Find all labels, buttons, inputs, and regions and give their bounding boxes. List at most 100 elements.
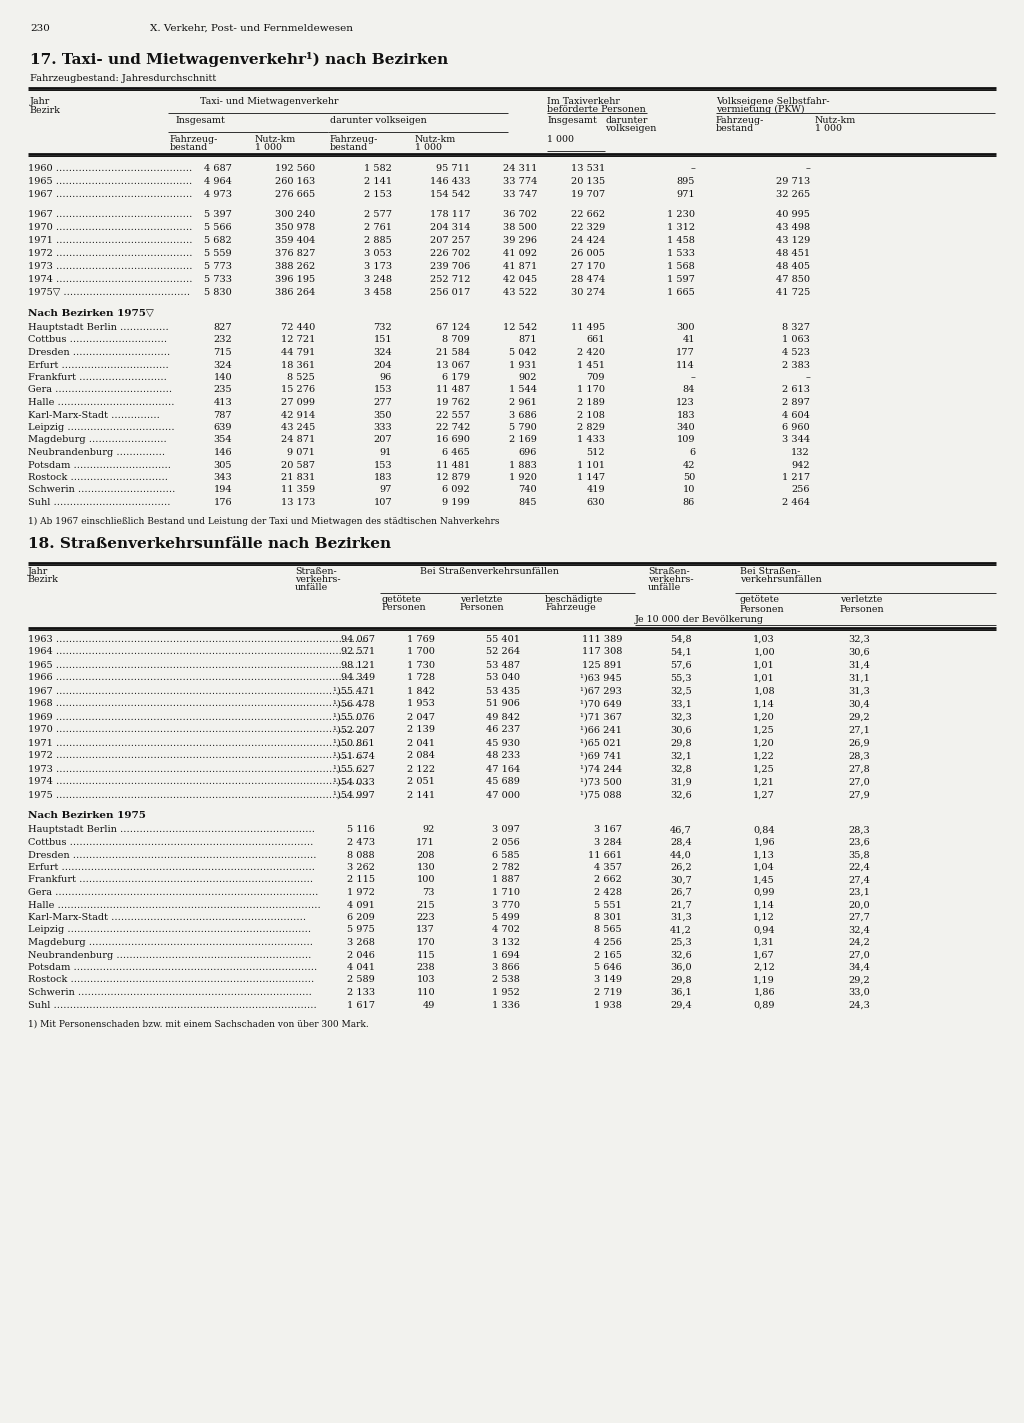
Text: 30,6: 30,6 <box>671 726 692 734</box>
Text: 43 245: 43 245 <box>281 423 315 433</box>
Text: 30 274: 30 274 <box>570 287 605 297</box>
Text: 971: 971 <box>677 191 695 199</box>
Text: 114: 114 <box>676 360 695 370</box>
Text: 1972 ……………………………………: 1972 …………………………………… <box>28 249 193 258</box>
Text: Dresden …………………………………………………………………: Dresden ………………………………………………………………… <box>28 851 316 859</box>
Text: Fahrzeug-: Fahrzeug- <box>716 117 764 125</box>
Text: 239 706: 239 706 <box>430 262 470 270</box>
Text: 27,4: 27,4 <box>848 875 870 885</box>
Text: 27 170: 27 170 <box>570 262 605 270</box>
Text: 1) Ab 1967 einschließlich Bestand und Leistung der Taxi und Mietwagen des städti: 1) Ab 1967 einschließlich Bestand und Le… <box>28 517 500 525</box>
Text: 20,0: 20,0 <box>848 901 870 909</box>
Text: Hauptstadt Berlin ……………………………………………………: Hauptstadt Berlin …………………………………………………… <box>28 825 315 834</box>
Text: ¹)70 649: ¹)70 649 <box>581 700 622 709</box>
Text: 2 885: 2 885 <box>365 236 392 245</box>
Text: 1 000: 1 000 <box>255 142 282 152</box>
Text: 29,8: 29,8 <box>671 976 692 985</box>
Text: 5 559: 5 559 <box>205 249 232 258</box>
Text: 1 170: 1 170 <box>577 386 605 394</box>
Text: 0,89: 0,89 <box>754 1000 775 1009</box>
Text: Fahrzeuge: Fahrzeuge <box>545 603 596 612</box>
Text: 2 141: 2 141 <box>407 791 435 800</box>
Text: 23,6: 23,6 <box>848 838 870 847</box>
Text: 1 597: 1 597 <box>667 275 695 285</box>
Text: 32,1: 32,1 <box>670 751 692 760</box>
Text: 5 551: 5 551 <box>594 901 622 909</box>
Text: 24 311: 24 311 <box>503 164 537 174</box>
Text: 1972 ……………………………………………………………………………………: 1972 …………………………………………………………………………………… <box>28 751 368 760</box>
Text: Straßen-: Straßen- <box>648 568 690 576</box>
Text: 419: 419 <box>587 485 605 495</box>
Text: bestand: bestand <box>170 142 208 152</box>
Text: Bei Straßen-: Bei Straßen- <box>740 568 801 576</box>
Text: verkehrs-: verkehrs- <box>648 575 693 585</box>
Text: 43 522: 43 522 <box>503 287 537 297</box>
Text: 6 179: 6 179 <box>442 373 470 381</box>
Text: 1 694: 1 694 <box>493 951 520 959</box>
Text: 207: 207 <box>374 435 392 444</box>
Text: 57,6: 57,6 <box>671 660 692 669</box>
Text: 1 000: 1 000 <box>815 124 842 132</box>
Text: Insgesamt: Insgesamt <box>175 117 224 125</box>
Text: 41 092: 41 092 <box>503 249 537 258</box>
Text: 4 604: 4 604 <box>782 410 810 420</box>
Text: 8 327: 8 327 <box>782 323 810 332</box>
Text: beförderte Personen: beförderte Personen <box>547 105 646 114</box>
Text: 29,4: 29,4 <box>671 1000 692 1009</box>
Text: 1,14: 1,14 <box>753 901 775 909</box>
Text: 895: 895 <box>677 176 695 186</box>
Text: 235: 235 <box>213 386 232 394</box>
Text: Bezirk: Bezirk <box>28 575 58 585</box>
Text: Rostock …………………………: Rostock ………………………… <box>28 472 168 482</box>
Text: 204 314: 204 314 <box>429 223 470 232</box>
Text: 2 761: 2 761 <box>364 223 392 232</box>
Text: 1,19: 1,19 <box>754 976 775 985</box>
Text: 1973 ……………………………………: 1973 …………………………………… <box>28 262 193 270</box>
Text: 5 042: 5 042 <box>509 349 537 357</box>
Text: Nutz-km: Nutz-km <box>415 135 457 144</box>
Text: 386 264: 386 264 <box>274 287 315 297</box>
Text: 4 523: 4 523 <box>782 349 810 357</box>
Text: 22 557: 22 557 <box>436 410 470 420</box>
Text: 32,3: 32,3 <box>848 635 870 643</box>
Text: 41,2: 41,2 <box>670 925 692 935</box>
Text: 1966 ……………………………………………………………………………………: 1966 …………………………………………………………………………………… <box>28 673 368 683</box>
Text: 276 665: 276 665 <box>274 191 315 199</box>
Text: Karl-Marx-Stadt ……………: Karl-Marx-Stadt …………… <box>28 410 160 420</box>
Text: 223: 223 <box>416 914 435 922</box>
Text: 1,25: 1,25 <box>754 726 775 734</box>
Text: 30,4: 30,4 <box>848 700 870 709</box>
Text: 1,96: 1,96 <box>754 838 775 847</box>
Text: 17. Taxi- und Mietwagenverkehr¹) nach Bezirken: 17. Taxi- und Mietwagenverkehr¹) nach Be… <box>30 53 449 67</box>
Text: 96: 96 <box>380 373 392 381</box>
Text: –: – <box>690 164 695 174</box>
Text: 376 827: 376 827 <box>274 249 315 258</box>
Text: 125 891: 125 891 <box>582 660 622 669</box>
Text: Potsdam …………………………………………………………………: Potsdam ………………………………………………………………… <box>28 963 317 972</box>
Text: Schwerin ………………………………………………………………: Schwerin ……………………………………………………………… <box>28 988 312 998</box>
Text: 8 709: 8 709 <box>442 336 470 344</box>
Text: 709: 709 <box>587 373 605 381</box>
Text: ¹)75 088: ¹)75 088 <box>581 791 622 800</box>
Text: 1964 ……………………………………………………………………………………: 1964 …………………………………………………………………………………… <box>28 647 368 656</box>
Text: 1,20: 1,20 <box>754 713 775 721</box>
Text: Frankfurt ………………………: Frankfurt ……………………… <box>28 373 167 381</box>
Text: 115: 115 <box>417 951 435 959</box>
Text: 22 329: 22 329 <box>570 223 605 232</box>
Text: 22 662: 22 662 <box>570 211 605 219</box>
Text: 1 887: 1 887 <box>493 875 520 885</box>
Text: Fahrzeug-: Fahrzeug- <box>330 135 379 144</box>
Text: 1 920: 1 920 <box>509 472 537 482</box>
Text: 5 646: 5 646 <box>594 963 622 972</box>
Text: Halle ………………………………………………………………………: Halle ……………………………………………………………………… <box>28 901 321 909</box>
Text: 6 585: 6 585 <box>493 851 520 859</box>
Text: 1 700: 1 700 <box>408 647 435 656</box>
Text: 2 153: 2 153 <box>364 191 392 199</box>
Text: 50: 50 <box>683 472 695 482</box>
Text: 6 209: 6 209 <box>347 914 375 922</box>
Text: 3 132: 3 132 <box>492 938 520 946</box>
Text: 39 296: 39 296 <box>503 236 537 245</box>
Text: 2 189: 2 189 <box>578 398 605 407</box>
Text: Nutz-km: Nutz-km <box>815 117 856 125</box>
Text: Schwerin …………………………: Schwerin ………………………… <box>28 485 175 495</box>
